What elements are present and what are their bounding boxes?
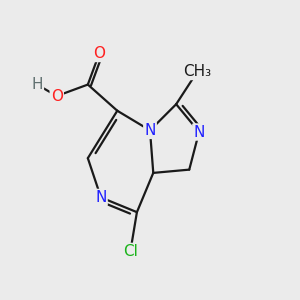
Text: CH₃: CH₃: [183, 64, 211, 79]
Text: N: N: [144, 123, 156, 138]
Text: N: N: [95, 190, 106, 205]
Text: H: H: [32, 77, 43, 92]
Text: N: N: [194, 124, 205, 140]
Text: Cl: Cl: [123, 244, 138, 259]
Text: O: O: [93, 46, 105, 61]
Text: O: O: [51, 88, 63, 104]
